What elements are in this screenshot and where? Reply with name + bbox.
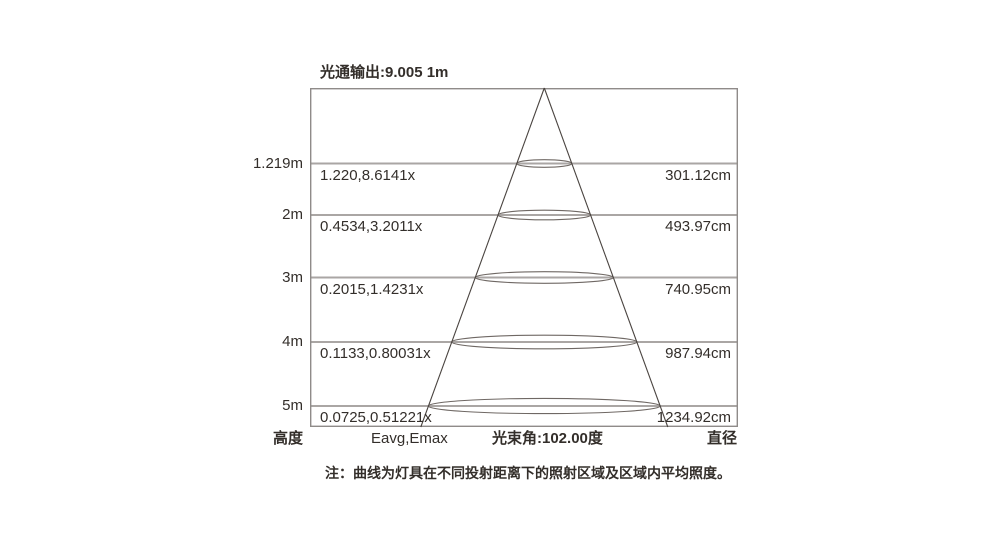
height-label-3: 3m [282,268,303,286]
eavg-emax-value-1: 1.220,8.6141x [320,166,416,184]
eavg-emax-value-3: 0.2015,1.4231x [320,280,424,298]
diameter-value-3: 740.95cm [665,280,731,298]
height-label-5: 5m [282,397,303,414]
chart-title: 光通输出:9.005 1m [320,64,449,81]
height-axis-label: 高度 [272,430,303,447]
height-label-2: 2m [282,206,303,223]
diameter-value-1: 301.12cm [665,166,731,184]
diameter-value-5: 1234.92cm [656,409,731,426]
footnote: 注：曲线为灯具在不同投射距离下的照射区域及区域内平均照度。 [325,465,731,481]
eavg-emax-value-5: 0.0725,0.51221x [320,409,432,426]
chart-box [310,87,739,428]
diameter-value-4: 987.94cm [665,345,731,362]
eavg-emax-value-4: 0.1133,0.80031x [320,345,431,362]
beam-angle-label: 光束角:102.00度 [492,430,603,447]
height-label-4: 4m [282,333,303,350]
beam-edge-right [543,87,669,428]
eavg-emax-axis-label: Eavg,Emax [371,430,448,447]
eavg-emax-value-2: 0.4534,3.2011x [320,218,423,235]
diameter-value-2: 493.97cm [665,218,731,235]
beam-edge-left [420,87,545,428]
height-label-1: 1.219m [252,154,303,172]
diameter-axis-label: 直径 [706,430,737,447]
